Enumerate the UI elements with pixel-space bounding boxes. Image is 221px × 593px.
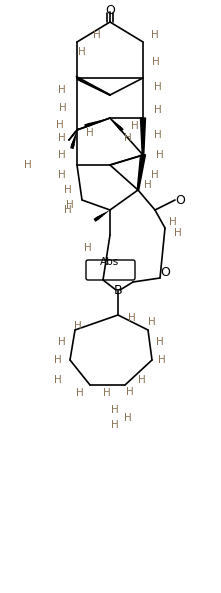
Text: H: H (66, 200, 74, 210)
Text: H: H (124, 413, 132, 423)
Text: Abs: Abs (100, 257, 120, 267)
Text: H: H (64, 205, 72, 215)
Text: H: H (86, 128, 94, 138)
Text: H: H (154, 130, 162, 140)
Text: O: O (160, 266, 170, 279)
Text: H: H (74, 321, 82, 331)
Text: O: O (105, 4, 115, 17)
Polygon shape (69, 129, 78, 141)
Text: H: H (126, 387, 134, 397)
Text: H: H (152, 57, 160, 67)
Text: H: H (174, 228, 182, 238)
Text: H: H (58, 85, 66, 95)
Text: H: H (84, 243, 92, 253)
Text: H: H (131, 121, 139, 131)
Text: H: H (111, 405, 119, 415)
Text: H: H (93, 30, 101, 40)
Text: H: H (54, 375, 62, 385)
Text: H: H (169, 217, 177, 227)
Text: H: H (59, 103, 67, 113)
Text: H: H (54, 355, 62, 365)
Text: H: H (64, 185, 72, 195)
FancyBboxPatch shape (86, 260, 135, 280)
Polygon shape (137, 155, 145, 190)
Text: H: H (151, 30, 159, 40)
Text: H: H (124, 133, 132, 143)
Text: H: H (154, 105, 162, 115)
Text: H: H (58, 337, 66, 347)
Polygon shape (141, 118, 145, 155)
Text: O: O (175, 193, 185, 206)
Text: H: H (58, 133, 66, 143)
Text: H: H (144, 180, 152, 190)
Text: H: H (138, 375, 146, 385)
Text: B: B (114, 283, 122, 296)
Text: H: H (103, 388, 111, 398)
Text: H: H (78, 47, 86, 57)
Text: H: H (58, 170, 66, 180)
Text: H: H (156, 337, 164, 347)
Text: H: H (111, 420, 119, 430)
Text: H: H (158, 355, 166, 365)
Text: H: H (24, 160, 32, 170)
Polygon shape (76, 76, 110, 95)
Text: H: H (151, 170, 159, 180)
Text: H: H (58, 150, 66, 160)
Text: H: H (76, 388, 84, 398)
Text: H: H (128, 313, 136, 323)
Text: H: H (148, 317, 156, 327)
Text: H: H (156, 150, 164, 160)
Text: H: H (56, 120, 64, 130)
Text: H: H (154, 82, 162, 92)
